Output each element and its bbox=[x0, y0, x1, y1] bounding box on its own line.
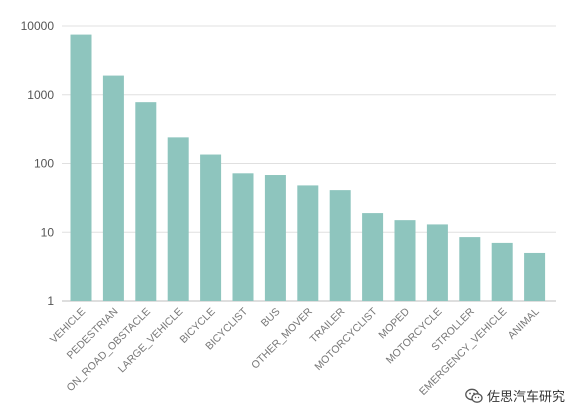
watermark-text: 佐思汽车研究 bbox=[486, 390, 565, 405]
bar bbox=[394, 220, 416, 301]
bar bbox=[297, 185, 319, 301]
bar bbox=[426, 224, 448, 301]
bar bbox=[200, 154, 222, 301]
bar bbox=[264, 175, 286, 301]
bar bbox=[232, 173, 254, 301]
y-tick-label: 1000 bbox=[27, 88, 54, 102]
bar bbox=[70, 34, 92, 301]
bar bbox=[135, 102, 157, 302]
wechat-icon bbox=[465, 388, 483, 403]
y-tick-label: 1 bbox=[47, 294, 54, 308]
bar bbox=[459, 237, 481, 301]
bar bbox=[524, 252, 546, 301]
bar bbox=[362, 213, 384, 301]
bar bbox=[329, 190, 351, 301]
watermark: 佐思汽车研究 bbox=[465, 386, 565, 405]
bars bbox=[70, 34, 546, 302]
x-axis-ticks: VEHICLEPEDESTRIANON_ROAD_OBSTACLELARGE_V… bbox=[48, 305, 542, 398]
x-tick-label: ANIMAL bbox=[506, 306, 542, 342]
bar bbox=[491, 242, 513, 301]
y-tick-label: 100 bbox=[34, 157, 54, 171]
y-tick-label: 10 bbox=[41, 225, 55, 239]
bar bbox=[167, 137, 189, 301]
bar bbox=[102, 75, 124, 301]
x-tick-label: BUS bbox=[259, 306, 283, 330]
x-tick-label: MOTORCYCLIST bbox=[312, 305, 380, 373]
x-tick-label: MOTORCYCLE bbox=[384, 306, 445, 367]
y-axis-ticks: 1 10 100 1000 10000 bbox=[21, 19, 55, 308]
y-tick-label: 10000 bbox=[21, 19, 55, 33]
x-tick-label: OTHER_MOVER bbox=[249, 305, 315, 371]
